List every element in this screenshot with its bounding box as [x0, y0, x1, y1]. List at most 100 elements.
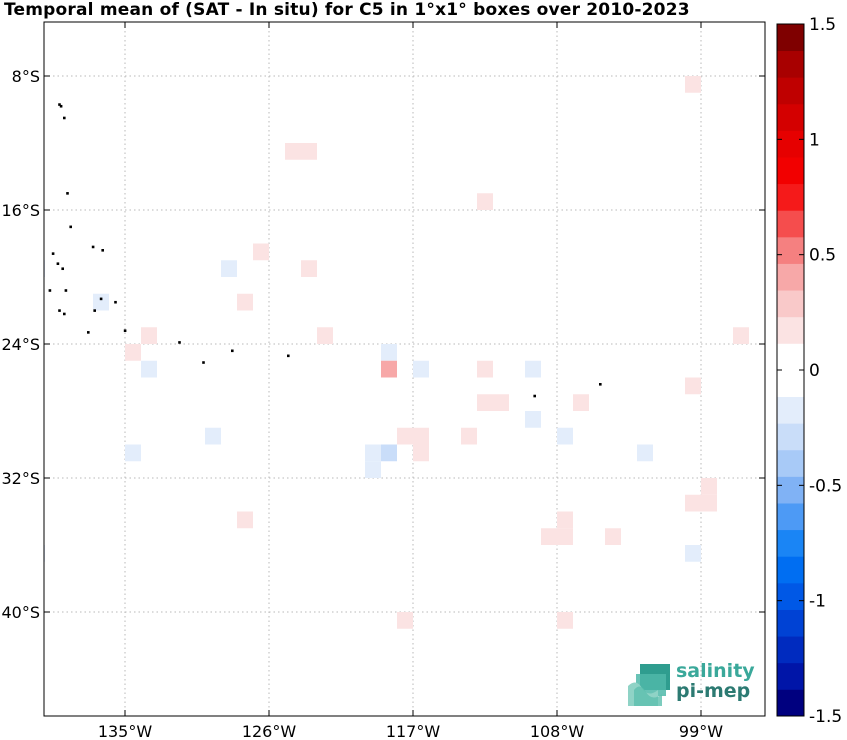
island-mark: [91, 245, 95, 249]
heatmap-cell: [685, 76, 701, 93]
heatmap-cell: [413, 427, 429, 445]
colorbar-segment: [777, 556, 804, 584]
x-tick-label: 135°W: [98, 722, 153, 740]
heatmap-cell: [685, 545, 701, 562]
heatmap-cell: [413, 360, 429, 378]
colorbar-tick-label: 0: [809, 361, 820, 381]
island-mark: [87, 331, 90, 334]
heatmap-cell: [365, 444, 381, 462]
colorbar-segment: [777, 316, 804, 344]
y-tick-label: 24°S: [1, 335, 40, 354]
heatmap-cell: [205, 427, 221, 445]
heatmap-cell: [285, 143, 301, 160]
heatmap-cell: [413, 444, 429, 462]
island-mark: [48, 289, 52, 292]
salinity-logo-icon: [628, 664, 670, 706]
heatmap-cell: [397, 427, 413, 445]
colorbar-segment: [777, 130, 804, 158]
map-plot-area: [44, 22, 765, 716]
y-tick-label: 40°S: [1, 603, 40, 622]
colorbar-segment: [777, 50, 804, 78]
heatmap-cell: [44, 260, 45, 277]
island-mark: [56, 262, 60, 265]
heatmap-cell: [557, 528, 573, 545]
y-axis-ticks: 8°S 16°S 24°S 32°S 40°S: [1, 67, 765, 622]
heatmap-cell: [701, 494, 717, 512]
island-mark: [202, 361, 205, 364]
heatmap-cell: [365, 461, 381, 478]
salinity-pimep-logo: salinity pi-mep: [626, 660, 756, 708]
y-tick-label: 32°S: [1, 469, 40, 488]
colorbar-tick-label: 0.5: [809, 246, 836, 266]
heatmap-cell: [381, 444, 397, 462]
x-tick-label: 99°W: [679, 722, 723, 740]
heatmap-cell: [301, 260, 317, 277]
heatmap-cell: [733, 327, 749, 344]
island-mark: [59, 104, 63, 108]
colorbar-segment: [777, 263, 804, 291]
logo-text-pimep: pi-mep: [676, 680, 751, 702]
islands: [39, 90, 602, 398]
heatmap-cell: [125, 444, 141, 462]
heatmap-cell: [557, 612, 573, 629]
colorbar-segment: [777, 210, 804, 238]
colorbar-segment: [777, 529, 804, 557]
heatmap-cell: [44, 545, 45, 562]
colorbar-segment: [777, 24, 804, 52]
island-mark: [114, 300, 117, 304]
colorbar-segment: [777, 183, 804, 211]
colorbar-segment: [777, 689, 804, 717]
colorbar-segment: [777, 236, 804, 264]
island-mark: [533, 394, 536, 398]
heatmap-cell: [221, 260, 237, 277]
heatmap-cell: [125, 344, 141, 361]
x-tick-label: 126°W: [242, 722, 297, 740]
colorbar-tick-label: 1.5: [809, 15, 836, 35]
colorbar-segment: [777, 423, 804, 451]
colorbar: 1.5 1 0.5 0 -0.5 -1 -1.5: [776, 15, 842, 727]
heatmap-cell: [381, 360, 397, 378]
heatmap-cell: [573, 394, 589, 411]
x-tick-label: 117°W: [386, 722, 441, 740]
island-mark: [599, 383, 602, 386]
island-mark: [51, 252, 55, 255]
island-mark: [178, 341, 181, 344]
heatmap-cell: [237, 511, 253, 529]
y-tick-label: 8°S: [12, 67, 40, 86]
heatmap-cell: [141, 327, 157, 344]
heatmap-cell: [493, 394, 509, 411]
heatmap-cell: [525, 411, 541, 428]
colorbar-tick-label: -0.5: [809, 476, 842, 496]
heatmap-cell: [237, 293, 253, 311]
heatmap-cell: [605, 528, 621, 545]
island-mark: [93, 309, 96, 312]
heatmap-cell: [557, 511, 573, 529]
heatmap-cell: [557, 427, 573, 445]
heatmap-cell: [397, 612, 413, 629]
heatmap-cell: [461, 427, 477, 445]
heatmap-cell: [477, 360, 493, 378]
heatmap-cell: [301, 143, 317, 160]
heatmap-cell: [253, 243, 269, 261]
x-axis-ticks: 135°W 126°W 117°W 108°W 99°W: [98, 22, 723, 740]
chart-title: Temporal mean of (SAT - In situ) for C5 …: [4, 0, 690, 20]
colorbar-tick-label: -1: [809, 592, 826, 612]
colorbar-segment: [777, 396, 804, 424]
logo-text-salinity: salinity: [676, 660, 755, 682]
heatmap-cell: [141, 360, 157, 378]
island-mark: [58, 103, 61, 106]
island-mark: [123, 329, 127, 332]
island-mark: [66, 192, 69, 195]
island-mark: [39, 90, 42, 93]
heatmap-cell: [381, 344, 397, 361]
heatmap-cell: [541, 528, 557, 545]
map-frame-border: [43, 21, 766, 717]
island-mark: [99, 297, 103, 301]
heatmap-cells: [44, 76, 749, 629]
heatmap-cell: [477, 394, 493, 411]
island-mark: [287, 354, 290, 358]
colorbar-segment: [777, 343, 804, 371]
heatmap-cell: [685, 494, 701, 512]
colorbar-segment: [777, 77, 804, 105]
